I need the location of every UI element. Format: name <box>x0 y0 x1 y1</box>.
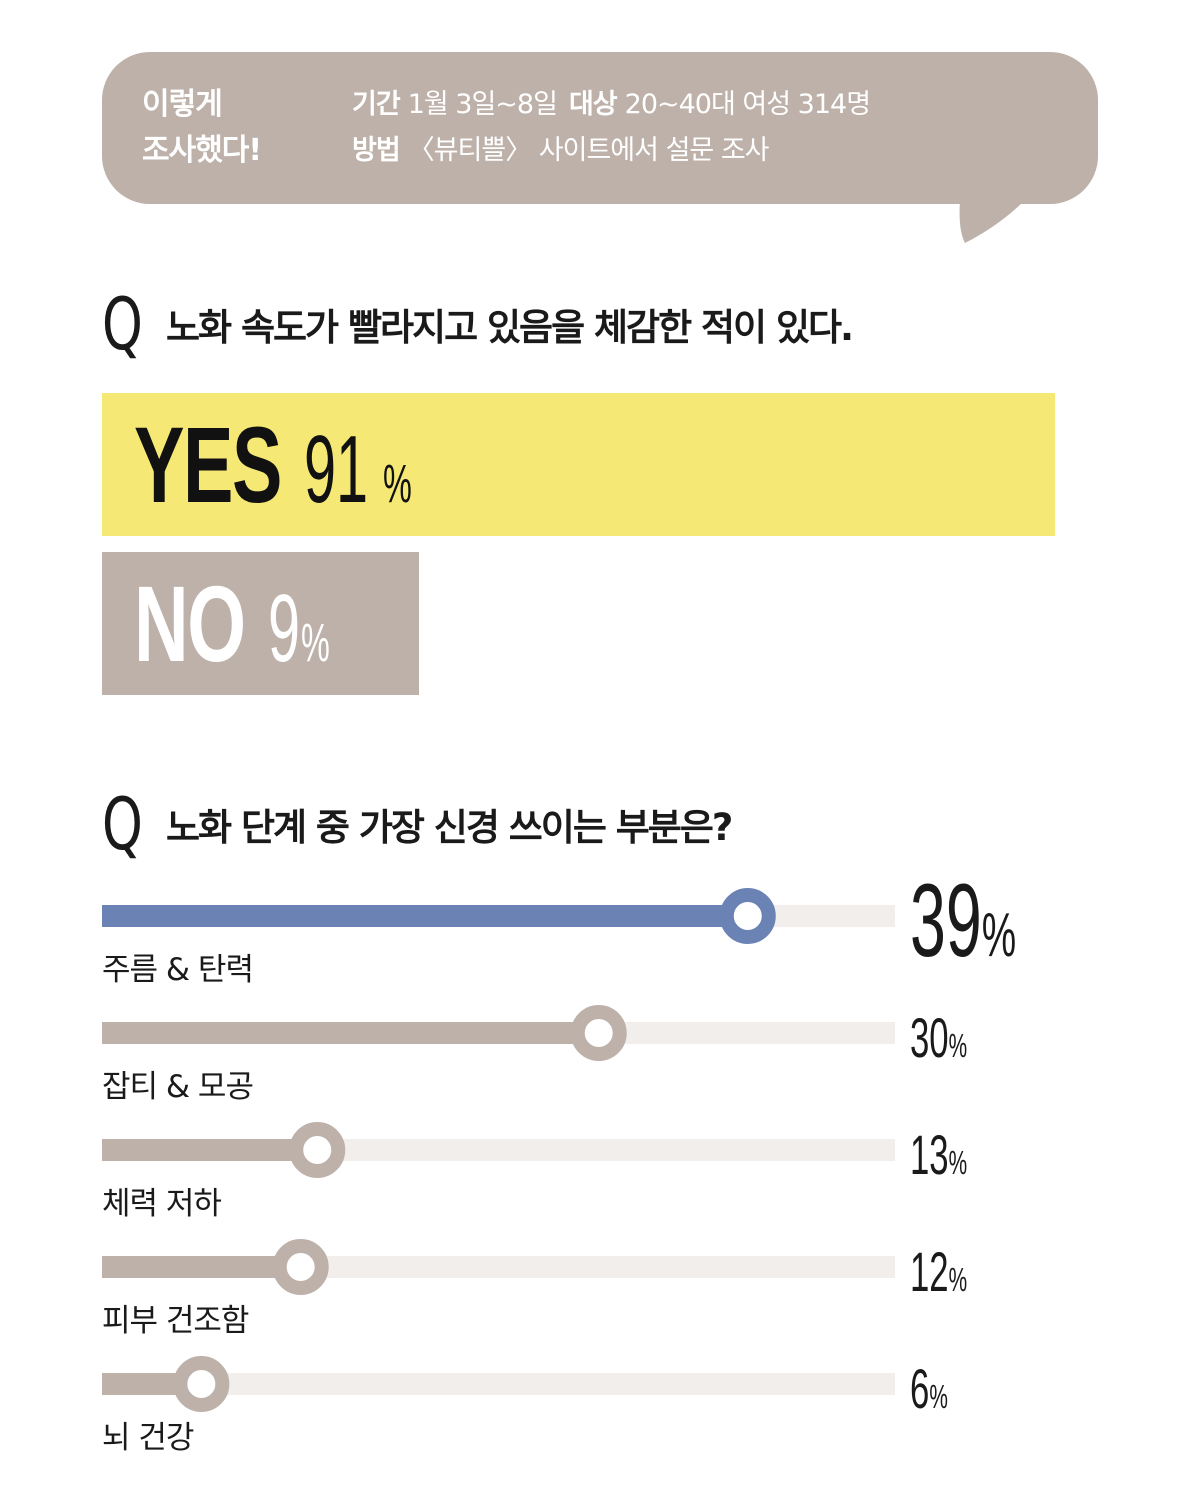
question-1: Q 노화 속도가 빨라지고 있음을 체감한 적이 있다. <box>102 282 854 366</box>
bar-fill <box>102 905 748 927</box>
bar-track <box>102 1373 895 1395</box>
bar-knob <box>570 1005 627 1061</box>
target-value: 20~40대 여성 314명 <box>624 89 871 120</box>
category-label: 주름 & 탄력 <box>102 952 254 988</box>
bar-fill <box>102 1022 599 1044</box>
survey-info-row-1: 기간 1월 3일~8일 대상 20~40대 여성 314명 <box>352 82 871 128</box>
value-unit: % <box>948 1145 968 1182</box>
value-unit: % <box>981 901 1017 970</box>
category-label: 체력 저하 <box>102 1186 222 1222</box>
survey-info: 기간 1월 3일~8일 대상 20~40대 여성 314명 방법 〈뷰티쁠〉 사이트에서… <box>352 82 871 174</box>
bar-fill <box>102 1256 301 1278</box>
survey-title: 이렇게 조사했다! <box>142 87 262 168</box>
percent-label: 30% <box>910 1005 967 1070</box>
category-label: 잡티 & 모공 <box>102 1069 254 1105</box>
survey-info-bubble <box>102 52 1098 204</box>
period-label: 기간 <box>352 89 401 120</box>
value-label: 30 <box>910 1006 949 1069</box>
percent-label: 13% <box>910 1122 967 1187</box>
yes-value: 91 <box>304 416 369 523</box>
value-label: 6 <box>910 1357 930 1420</box>
survey-info-row-2: 방법 〈뷰티쁠〉 사이트에서 설문 조사 <box>352 128 870 174</box>
value-unit: % <box>948 1028 968 1065</box>
bubble-tail <box>959 200 1025 243</box>
question-2-mark: Q <box>102 782 143 866</box>
bar-knob <box>173 1356 230 1412</box>
percent-label: 6% <box>910 1356 948 1421</box>
percent-label: 39% <box>910 862 1016 981</box>
bar-knob <box>719 888 776 944</box>
category-label: 뇌 건강 <box>102 1420 194 1456</box>
value-label: 13 <box>910 1123 949 1186</box>
category-label: 피부 건조함 <box>102 1303 249 1339</box>
no-unit: % <box>301 613 331 673</box>
value-label: 39 <box>910 863 982 979</box>
yes-unit: % <box>382 454 412 514</box>
percent-label: 12% <box>910 1239 967 1304</box>
bar-knob <box>272 1239 329 1295</box>
target-label: 대상 <box>568 89 618 120</box>
no-value: 9 <box>268 575 301 682</box>
no-answer-bar: NO 9 % <box>102 552 419 695</box>
period-value: 1월 3일~8일 <box>407 89 558 120</box>
bar-knob <box>289 1122 346 1178</box>
value-unit: % <box>948 1262 968 1299</box>
question-1-text: 노화 속도가 빨라지고 있음을 체감한 적이 있다. <box>166 306 854 349</box>
value-label: 12 <box>910 1240 949 1303</box>
method-value: 〈뷰티쁠〉 사이트에서 설문 조사 <box>407 135 770 166</box>
question-1-mark: Q <box>102 282 143 366</box>
method-label: 방법 <box>352 135 401 166</box>
value-unit: % <box>929 1379 948 1416</box>
yes-answer-bar: YES 91 % <box>102 393 1055 536</box>
yes-label: YES <box>134 404 282 525</box>
question-2-text: 노화 단계 중 가장 신경 쓰이는 부분은? <box>166 806 733 849</box>
bar-fill <box>102 1139 318 1161</box>
no-label: NO <box>134 563 246 684</box>
question-2: Q 노화 단계 중 가장 신경 쓰이는 부분은? <box>102 782 733 866</box>
